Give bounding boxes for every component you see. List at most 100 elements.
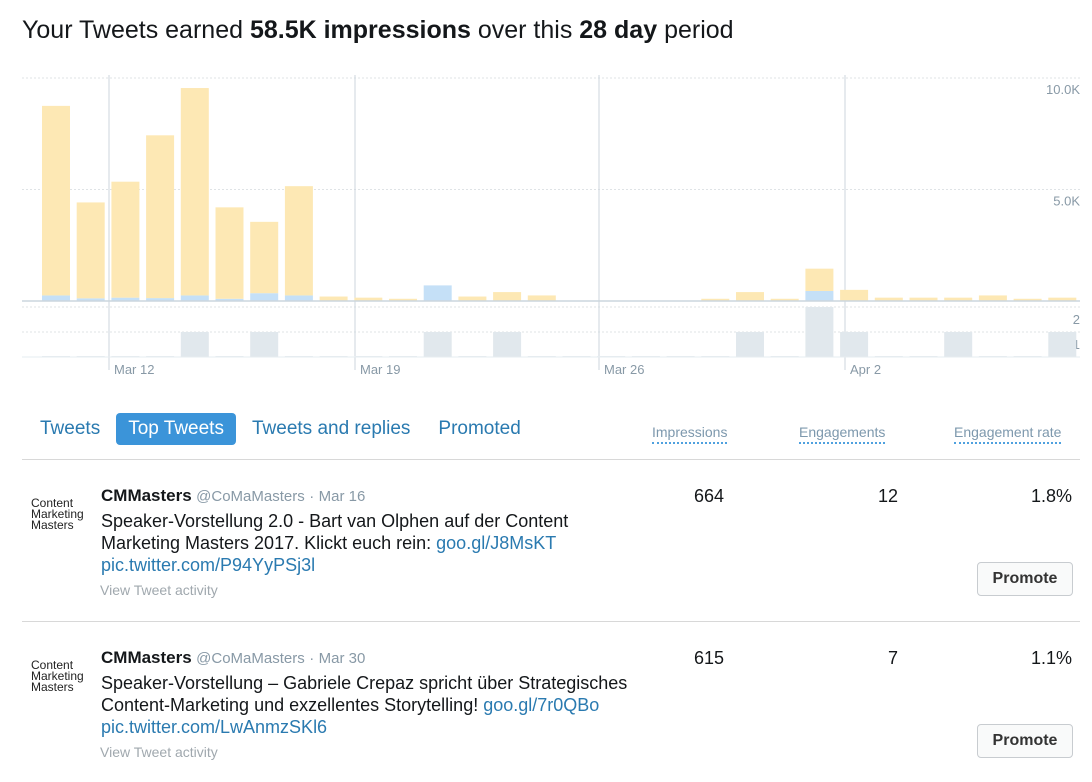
bar-organic [319,296,348,301]
tweet-tabs: Tweets Top Tweets Tweets and replies Pro… [28,412,537,446]
tweet-pic-link[interactable]: pic.twitter.com/P94YyPSj3l [101,555,316,575]
tweet-engagement-rate: 1.8% [1030,486,1072,506]
logo-line: Marketing [31,507,84,521]
user-handle[interactable]: @CoMaMasters [196,650,305,667]
tweet-header: CMMasters @CoMaMasters · Mar 30 [101,648,365,668]
bar-engagement [493,332,522,357]
tweet-link[interactable]: goo.gl/7r0QBo [483,695,600,715]
page-headline: Your Tweets earned 58.5K impressions ove… [22,16,734,45]
headline-suffix: period [664,16,734,44]
separator-dot: · [309,488,315,505]
separator-dot: · [309,650,315,667]
column-header-engagements[interactable]: Engagements [799,424,886,444]
tweet-text: Speaker-Vorstellung – Gabriele Crepaz sp… [101,672,641,738]
x-tick-label: Mar 12 [114,362,154,377]
bar-organic [527,295,556,301]
cmmasters-logo: Content Marketing Masters [31,658,91,694]
tweet-link[interactable]: goo.gl/J8MsKT [436,533,557,553]
tweet-body: Speaker-Vorstellung 2.0 - Bart van Olphe… [101,511,569,553]
bar-organic [423,285,452,301]
tweet-impressions: 615 [693,648,724,668]
bar-engagement [840,332,869,357]
bar-organic [389,298,417,301]
bar-organic [180,88,209,296]
bar-engagement [736,332,764,357]
tab-top-tweets[interactable]: Top Tweets [116,413,236,445]
bar-promoted [146,298,175,301]
logo-line: Masters [31,518,74,532]
user-name[interactable]: CMMasters [101,486,192,505]
bar-organic [250,221,279,294]
column-header-engagement-rate[interactable]: Engagement rate [954,424,1062,444]
bar-organic [146,135,175,299]
logo-line: Marketing [31,669,84,683]
bar-organic [42,105,70,296]
table-divider [22,459,1080,460]
bar-promoted [250,293,279,301]
bar-organic [493,292,522,301]
y-tick-label: 10.0K [1046,82,1080,97]
tweet-row: Content Marketing Masters CMMasters @CoM… [22,622,1080,782]
bar-promoted [284,295,313,301]
promote-button[interactable]: Promote [977,562,1073,596]
column-header-impressions[interactable]: Impressions [652,424,728,444]
tweet-date[interactable]: Mar 30 [318,650,366,667]
bar-organic [736,292,764,301]
user-handle[interactable]: @CoMaMasters [196,488,305,505]
x-tick-label: Apr 2 [850,362,881,377]
user-name[interactable]: CMMasters [101,648,192,667]
headline-period: 28 day [579,16,658,44]
bar-organic [215,207,244,299]
y-tick-label: 5.0K [1053,194,1080,209]
tweet-text: Speaker-Vorstellung 2.0 - Bart van Olphe… [101,510,641,576]
x-tick-label: Mar 26 [604,362,644,377]
tweet-impressions: 664 [693,486,724,506]
tweet-pic-link[interactable]: pic.twitter.com/LwAnmzSKl6 [101,717,328,737]
headline-middle: over this [477,16,573,44]
tab-tweets[interactable]: Tweets [40,418,101,439]
bar-engagement [180,332,209,357]
impressions-chart: 10.0K 5.0K 2 1 Mar 12 Mar 19 Mar 26 Apr 2 [22,75,1080,377]
bar-engagement [944,332,973,357]
bar-engagement [805,307,834,357]
bar-organic [1048,297,1077,301]
bar-organic [770,298,799,301]
bar-organic [1013,298,1042,301]
lower-y-tick-label: 2 [1073,312,1080,327]
bar-promoted [180,295,209,301]
bar-organic [76,202,105,299]
bar-organic [458,296,487,301]
bar-engagement [250,332,279,357]
tweet-engagements: 12 [877,486,898,506]
tab-tweets-and-replies[interactable]: Tweets and replies [251,418,411,439]
logo-line: Content [31,496,74,510]
bar-organic [701,298,730,301]
x-tick-label: Mar 19 [360,362,400,377]
headline-prefix: Your Tweets earned [22,16,243,44]
bar-organic [909,297,938,301]
bar-organic [978,295,1007,301]
view-tweet-activity-link[interactable]: View Tweet activity [100,582,218,598]
bar-engagement [1048,332,1077,357]
logo-line: Content [31,658,74,672]
bar-promoted [76,298,105,301]
bar-organic [805,268,834,291]
tab-promoted[interactable]: Promoted [438,418,521,439]
tweet-engagements: 7 [887,648,898,668]
bar-organic [944,297,973,301]
bar-organic [840,289,869,301]
bar-promoted [805,290,834,301]
bar-organic [354,297,383,301]
tweet-header: CMMasters @CoMaMasters · Mar 16 [101,486,365,506]
bar-promoted [42,295,70,301]
view-tweet-activity-link[interactable]: View Tweet activity [100,744,218,760]
promote-button[interactable]: Promote [977,724,1073,758]
bar-promoted [111,297,140,301]
table-divider [22,621,1080,622]
bar-engagement [423,332,452,357]
tweet-body: Speaker-Vorstellung – Gabriele Crepaz sp… [101,673,628,715]
tweet-engagement-rate: 1.1% [1030,648,1072,668]
logo-line: Masters [31,680,74,694]
bar-organic [284,186,313,296]
tweet-date[interactable]: Mar 16 [318,488,366,505]
